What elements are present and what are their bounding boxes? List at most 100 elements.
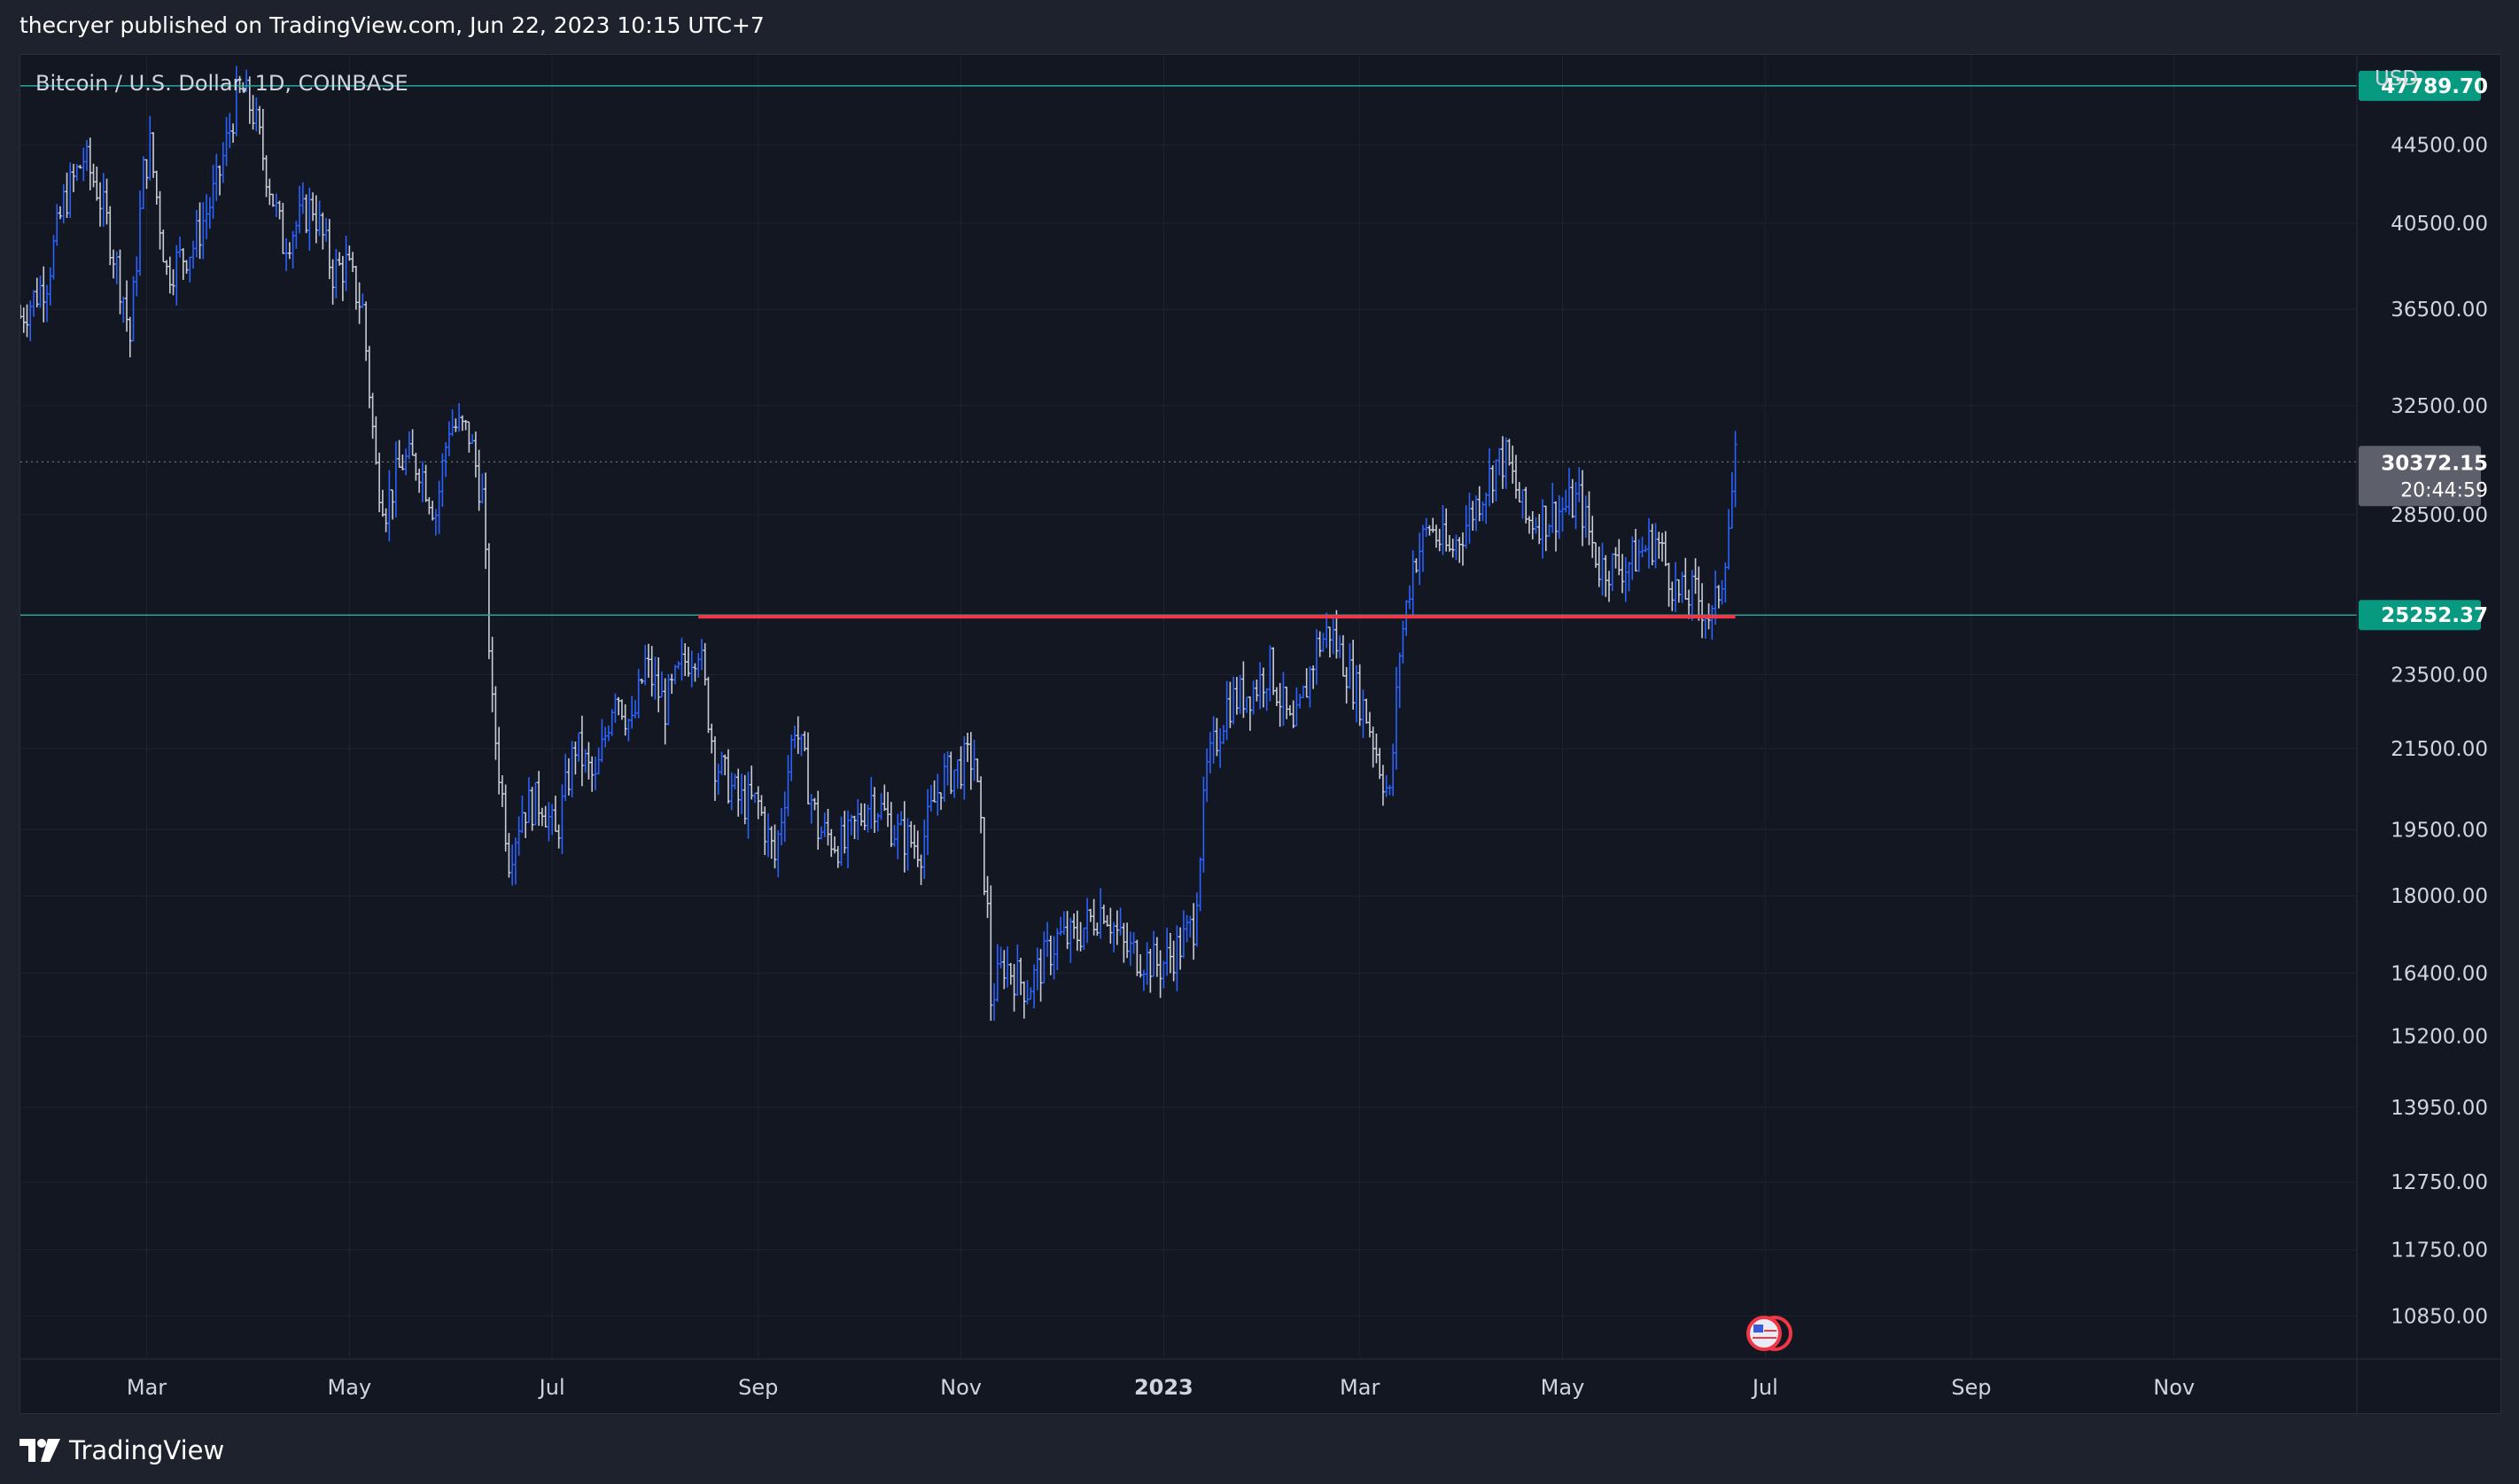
ohlc-bar bbox=[915, 830, 920, 867]
ohlc-bar bbox=[184, 260, 189, 274]
ohlc-bar bbox=[1676, 579, 1681, 603]
ohlc-bar bbox=[1417, 532, 1422, 586]
ohlc-bar bbox=[646, 643, 651, 678]
ohlc-bar bbox=[773, 824, 777, 869]
ohlc-bar bbox=[1344, 666, 1349, 704]
us-flag-event-icon[interactable] bbox=[1746, 1316, 1782, 1351]
ohlc-bar bbox=[696, 653, 701, 678]
ohlc-bar bbox=[573, 741, 578, 775]
ohlc-bar bbox=[148, 115, 152, 181]
ohlc-bar bbox=[1620, 554, 1625, 594]
ohlc-bar bbox=[513, 837, 518, 885]
ohlc-bar bbox=[1185, 914, 1189, 943]
ohlc-bar bbox=[198, 202, 202, 260]
ohlc-bar bbox=[1583, 495, 1588, 539]
ohlc-bar bbox=[1500, 436, 1505, 489]
flag-canton bbox=[1753, 1325, 1763, 1332]
ohlc-bar bbox=[919, 854, 923, 885]
ohlc-bar bbox=[1238, 675, 1242, 714]
ohlc-bar bbox=[533, 781, 538, 826]
ohlc-bar bbox=[1092, 898, 1096, 936]
price-tick-label: 21500.00 bbox=[2391, 738, 2488, 761]
ohlc-bar bbox=[653, 657, 657, 700]
ohlc-bar bbox=[297, 185, 302, 234]
ohlc-bar bbox=[251, 95, 255, 130]
footer-brand[interactable]: TradingView bbox=[19, 1435, 224, 1465]
ohlc-bar bbox=[866, 804, 870, 833]
ohlc-bar bbox=[190, 240, 196, 269]
ohlc-bar bbox=[822, 812, 827, 837]
horizontal-levels[interactable]: 47789.70 25252.37 30372.15 20:44:59 bbox=[20, 70, 2488, 631]
ohlc-bar bbox=[1667, 563, 1671, 607]
ohlc-bar bbox=[1511, 445, 1515, 484]
time-axis[interactable]: Mar May Jul Sep Nov 2023 Mar May Jul Sep Nov bbox=[20, 1358, 2502, 1400]
currency-label[interactable]: USD bbox=[2375, 67, 2419, 90]
ohlc-bar bbox=[968, 732, 974, 790]
ohlc-bar bbox=[965, 732, 970, 762]
ohlc-bar bbox=[1593, 541, 1598, 568]
ohlc-bar bbox=[330, 259, 335, 305]
ohlc-bar bbox=[929, 784, 933, 812]
ohlc-bar bbox=[1733, 431, 1738, 508]
ohlc-bar bbox=[164, 260, 169, 276]
ohlc-bar bbox=[1337, 635, 1342, 658]
ohlc-bar bbox=[1703, 616, 1707, 639]
chart-area[interactable]: 47789.70 25252.37 30372.15 20:44:59 44500.0… bbox=[19, 54, 2502, 1415]
ohlc-bar bbox=[1574, 481, 1578, 530]
ohlc-bar bbox=[587, 742, 591, 780]
time-tick-label: Mar bbox=[127, 1375, 167, 1400]
ohlc-bar bbox=[74, 163, 79, 182]
ohlc-bar bbox=[1257, 662, 1263, 710]
ohlc-bar bbox=[101, 173, 105, 227]
ohlc-bar bbox=[500, 775, 505, 807]
ohlc-bar bbox=[543, 805, 548, 827]
ohlc-bar bbox=[991, 983, 997, 1021]
ohlc-bar bbox=[932, 780, 937, 803]
ohlc-bar bbox=[1473, 495, 1479, 532]
ohlc-bar bbox=[270, 193, 276, 207]
ohlc-bar bbox=[1377, 748, 1382, 780]
ohlc-bar bbox=[1012, 964, 1016, 1012]
ohlc-bar bbox=[281, 202, 285, 254]
ohlc-bar bbox=[1145, 942, 1149, 985]
ohlc-bar bbox=[1580, 470, 1585, 547]
ohlc-bar bbox=[483, 472, 488, 570]
ohlc-bar bbox=[1045, 921, 1050, 957]
price-tick-label: 36500.00 bbox=[2391, 299, 2488, 322]
ohlc-bar bbox=[536, 771, 541, 827]
ohlc-bar bbox=[1164, 928, 1170, 976]
economic-events[interactable] bbox=[1746, 1316, 1792, 1351]
ohlc-bar bbox=[712, 736, 718, 801]
ohlc-bar bbox=[1278, 682, 1282, 727]
price-tick-label: 10850.00 bbox=[2391, 1305, 2488, 1328]
ohlc-bar bbox=[1175, 925, 1179, 991]
ohlc-bar bbox=[456, 403, 462, 432]
ohlc-bar bbox=[470, 434, 475, 445]
ohlc-bar bbox=[1467, 493, 1472, 544]
ohlc-bar bbox=[849, 814, 853, 835]
price-axis[interactable]: 44500.00 40500.00 36500.00 32500.00 28500.00… bbox=[2356, 55, 2488, 1415]
ohlc-bar bbox=[1434, 524, 1439, 548]
symbol-title[interactable]: Bitcoin / U.S. Dollar, 1D, COINBASE bbox=[35, 71, 408, 96]
ohlc-bar bbox=[387, 470, 392, 542]
ohlc-bar bbox=[1431, 517, 1435, 533]
ohlc-bar bbox=[779, 808, 784, 846]
ohlc-bar bbox=[610, 709, 614, 736]
ohlc-bar bbox=[1308, 665, 1312, 708]
ohlc-bar bbox=[1640, 536, 1644, 558]
ohlc-bar bbox=[1251, 680, 1256, 715]
ohlc-bar bbox=[1650, 524, 1654, 566]
ohlc-bar bbox=[1537, 514, 1542, 545]
ohlc-bar bbox=[1108, 907, 1113, 944]
price-chart-svg[interactable]: 47789.70 25252.37 30372.15 20:44:59 44500.0… bbox=[20, 55, 2502, 1415]
ohlc-bar bbox=[676, 661, 680, 670]
ohlc-bar bbox=[1653, 523, 1658, 569]
ohlc-bar bbox=[254, 97, 259, 132]
ohlc-bar bbox=[1364, 698, 1369, 724]
ohlc-bar bbox=[945, 751, 950, 786]
ohlc-bar bbox=[1281, 672, 1286, 726]
ohlc-bar bbox=[1055, 928, 1060, 970]
ohlc-bar bbox=[872, 787, 877, 834]
ohlc-bar bbox=[786, 755, 790, 817]
ohlc-bar bbox=[1557, 494, 1561, 540]
